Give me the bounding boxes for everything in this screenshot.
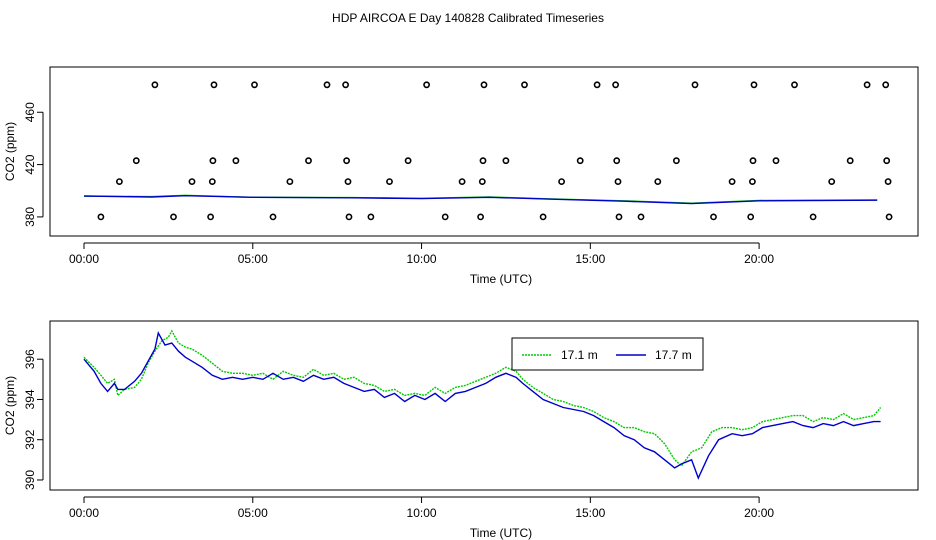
data-point: [749, 178, 756, 185]
series-line: [83, 194, 878, 205]
data-point: [151, 81, 159, 89]
data-point: [170, 213, 177, 221]
data-point: [345, 213, 353, 221]
data-point: [612, 81, 619, 89]
x-tick-label: 00:00: [69, 506, 99, 520]
x-tick-label: 15:00: [575, 252, 605, 266]
calibrated-co2-panel: 00:00 05:00 10:00 15:00 20:00 Time (UTC) 380 42…: [3, 66, 919, 286]
legend-label: 17.1 m: [561, 348, 598, 362]
data-point: [342, 81, 349, 89]
y-tick-label: 380: [23, 207, 37, 227]
data-point: [882, 81, 890, 89]
data-point: [210, 81, 218, 89]
x-tick-label: 10:00: [407, 252, 437, 266]
data-point: [251, 81, 258, 89]
x-tick-label: 10:00: [407, 506, 437, 520]
series-line: [83, 329, 882, 467]
y-tick-label: 420: [23, 154, 37, 174]
data-point: [728, 178, 736, 185]
data-point: [691, 81, 699, 89]
data-point: [809, 213, 817, 221]
data-point: [772, 157, 780, 165]
data-point: [614, 178, 622, 185]
data-point: [458, 178, 466, 185]
data-point: [749, 157, 757, 165]
y-axis-label: CO2 (ppm): [3, 376, 17, 435]
y-tick-label: 460: [23, 102, 37, 122]
data-point: [479, 157, 487, 165]
data-point: [828, 178, 836, 185]
data-point: [673, 157, 680, 165]
data-point: [232, 157, 240, 165]
x-axis-label: Time (UTC): [470, 526, 532, 540]
y-tick-label: 392: [23, 429, 37, 449]
data-point: [863, 81, 871, 89]
x-tick-label: 20:00: [744, 506, 774, 520]
data-point: [846, 157, 854, 165]
data-point: [637, 213, 645, 221]
data-point: [477, 213, 484, 221]
data-point: [521, 81, 528, 89]
figure-title: HDP AIRCOA E Day 140828 Calibrated Times…: [332, 11, 604, 25]
data-point: [286, 178, 294, 185]
data-point: [710, 213, 717, 221]
data-point: [132, 157, 140, 165]
y-tick-label: 396: [23, 349, 37, 369]
legend-box: [511, 337, 704, 371]
data-point: [208, 178, 216, 185]
x-axis-label: Time (UTC): [470, 272, 532, 286]
plot-frame: [49, 66, 919, 237]
data-point: [423, 81, 430, 89]
data-point: [750, 81, 758, 89]
data-point: [188, 178, 196, 185]
co2-heights-panel: 00:00 05:00 10:00 15:00 20:00 Time (UTC) 390 39…: [3, 320, 919, 540]
data-point: [116, 178, 123, 185]
data-point: [344, 178, 352, 185]
x-tick-label: 00:00: [69, 252, 99, 266]
data-point: [480, 81, 488, 89]
data-point: [885, 213, 893, 221]
x-tick-label: 05:00: [238, 252, 268, 266]
data-point: [343, 157, 350, 165]
data-point: [478, 178, 486, 185]
legend-label: 17.7 m: [655, 348, 692, 362]
data-point: [207, 213, 214, 221]
data-point: [884, 178, 892, 185]
data-point: [367, 213, 375, 221]
data-point: [386, 178, 393, 185]
plot-frame: [49, 320, 919, 491]
data-point: [209, 157, 217, 165]
data-point: [593, 81, 601, 89]
y-tick-label: 390: [23, 470, 37, 490]
data-point: [558, 178, 565, 185]
x-tick-label: 15:00: [575, 506, 605, 520]
data-point: [791, 81, 798, 89]
data-point: [269, 213, 277, 221]
data-point: [539, 213, 547, 221]
x-tick-label: 05:00: [238, 506, 268, 520]
data-point: [613, 157, 621, 165]
data-point: [97, 213, 105, 221]
y-tick-label: 394: [23, 389, 37, 409]
data-point: [305, 157, 312, 165]
data-point: [615, 213, 623, 221]
data-point: [747, 213, 755, 221]
data-point: [883, 157, 891, 165]
data-point: [441, 213, 449, 221]
legend: 17.1 m 17.7 m: [511, 337, 704, 371]
x-tick-label: 20:00: [744, 252, 774, 266]
data-point: [404, 157, 412, 165]
data-point: [576, 157, 584, 165]
y-axis-label: CO2 (ppm): [3, 122, 17, 181]
series-line: [83, 331, 881, 480]
data-point: [323, 81, 331, 89]
data-point: [654, 178, 662, 185]
data-point: [502, 157, 510, 165]
